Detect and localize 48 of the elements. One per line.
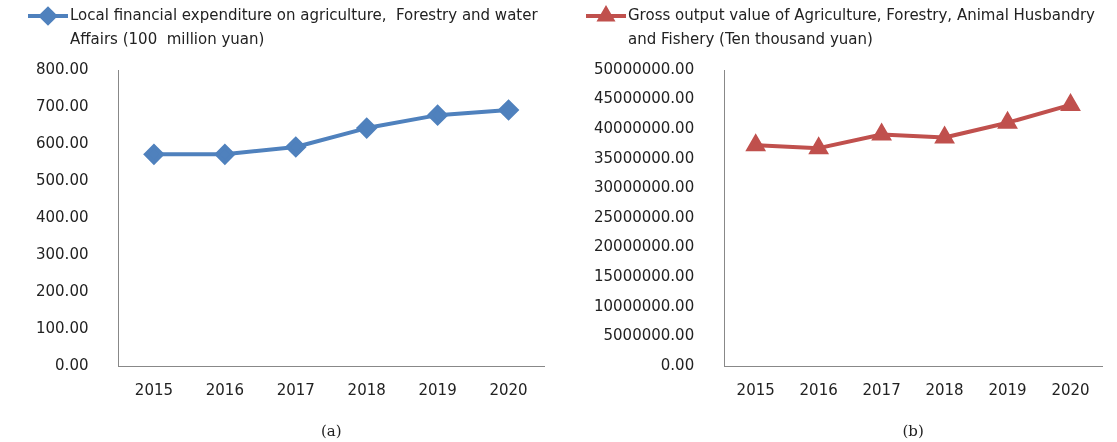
- x-tick-label: 2017: [862, 380, 901, 399]
- y-tick-label: 100.00: [35, 318, 89, 337]
- x-tick-label: 2019: [418, 380, 457, 399]
- y-tick-label: 20000000.00: [594, 237, 695, 256]
- text: (a): [320, 422, 342, 441]
- point: [285, 136, 306, 157]
- point: [1061, 94, 1080, 111]
- y-tick-label: 600.00: [35, 133, 89, 152]
- x-tick-label: 2016: [799, 380, 838, 399]
- point: [935, 127, 954, 144]
- y-tick-label: 45000000.00: [594, 89, 695, 108]
- y-tick-label: 30000000.00: [594, 178, 695, 197]
- y-tick-label: 25000000.00: [594, 207, 695, 226]
- x-tick-label: 2015: [134, 380, 174, 399]
- point: [809, 138, 828, 155]
- point: [143, 144, 164, 165]
- x-tick-label: 2018: [925, 380, 964, 399]
- legend-label: Gross output value of Agriculture, Forestry, Animal Husbandry and Fishery (Ten thousand yuan): [628, 5, 1096, 48]
- y-tick-label: 35000000.00: [594, 148, 695, 167]
- y-tick-label: 50000000.00: [594, 59, 695, 78]
- x-tick-label: 2020: [1051, 380, 1090, 399]
- y-tick-label: 40000000.00: [594, 119, 695, 138]
- y-tick-label: 0.00: [55, 355, 89, 374]
- point: [214, 144, 235, 165]
- point: [746, 135, 765, 152]
- y-tick-label: 400.00: [35, 207, 89, 226]
- point: [871, 122, 892, 141]
- point: [427, 105, 448, 126]
- y-tick-label: 700.00: [35, 96, 89, 115]
- x-tick-label: 2018: [347, 380, 386, 399]
- y-tick-label: 300.00: [35, 244, 89, 263]
- y-tick-label: 800.00: [35, 59, 89, 78]
- x-tick-label: 2019: [988, 380, 1027, 399]
- y-tick-label: 200.00: [35, 281, 89, 300]
- point: [498, 99, 519, 120]
- y-tick-label: 10000000.00: [594, 296, 695, 315]
- x-tick-label: 2020: [489, 380, 528, 399]
- text: (b): [902, 422, 924, 441]
- x-tick-label: 2016: [205, 380, 244, 399]
- point: [997, 110, 1018, 129]
- x-tick-label: 2015: [736, 380, 775, 399]
- legend-label: Local financial expenditure on agriculture, Forestry and water Affairs (100 million yuan): [70, 5, 539, 48]
- y-tick-label: 5000000.00: [603, 326, 695, 345]
- y-tick-label: 500.00: [35, 170, 89, 189]
- point: [356, 118, 377, 139]
- y-tick-label: 0.00: [660, 355, 695, 374]
- y-tick-label: 15000000.00: [594, 267, 695, 286]
- x-tick-label: 2017: [276, 380, 315, 399]
